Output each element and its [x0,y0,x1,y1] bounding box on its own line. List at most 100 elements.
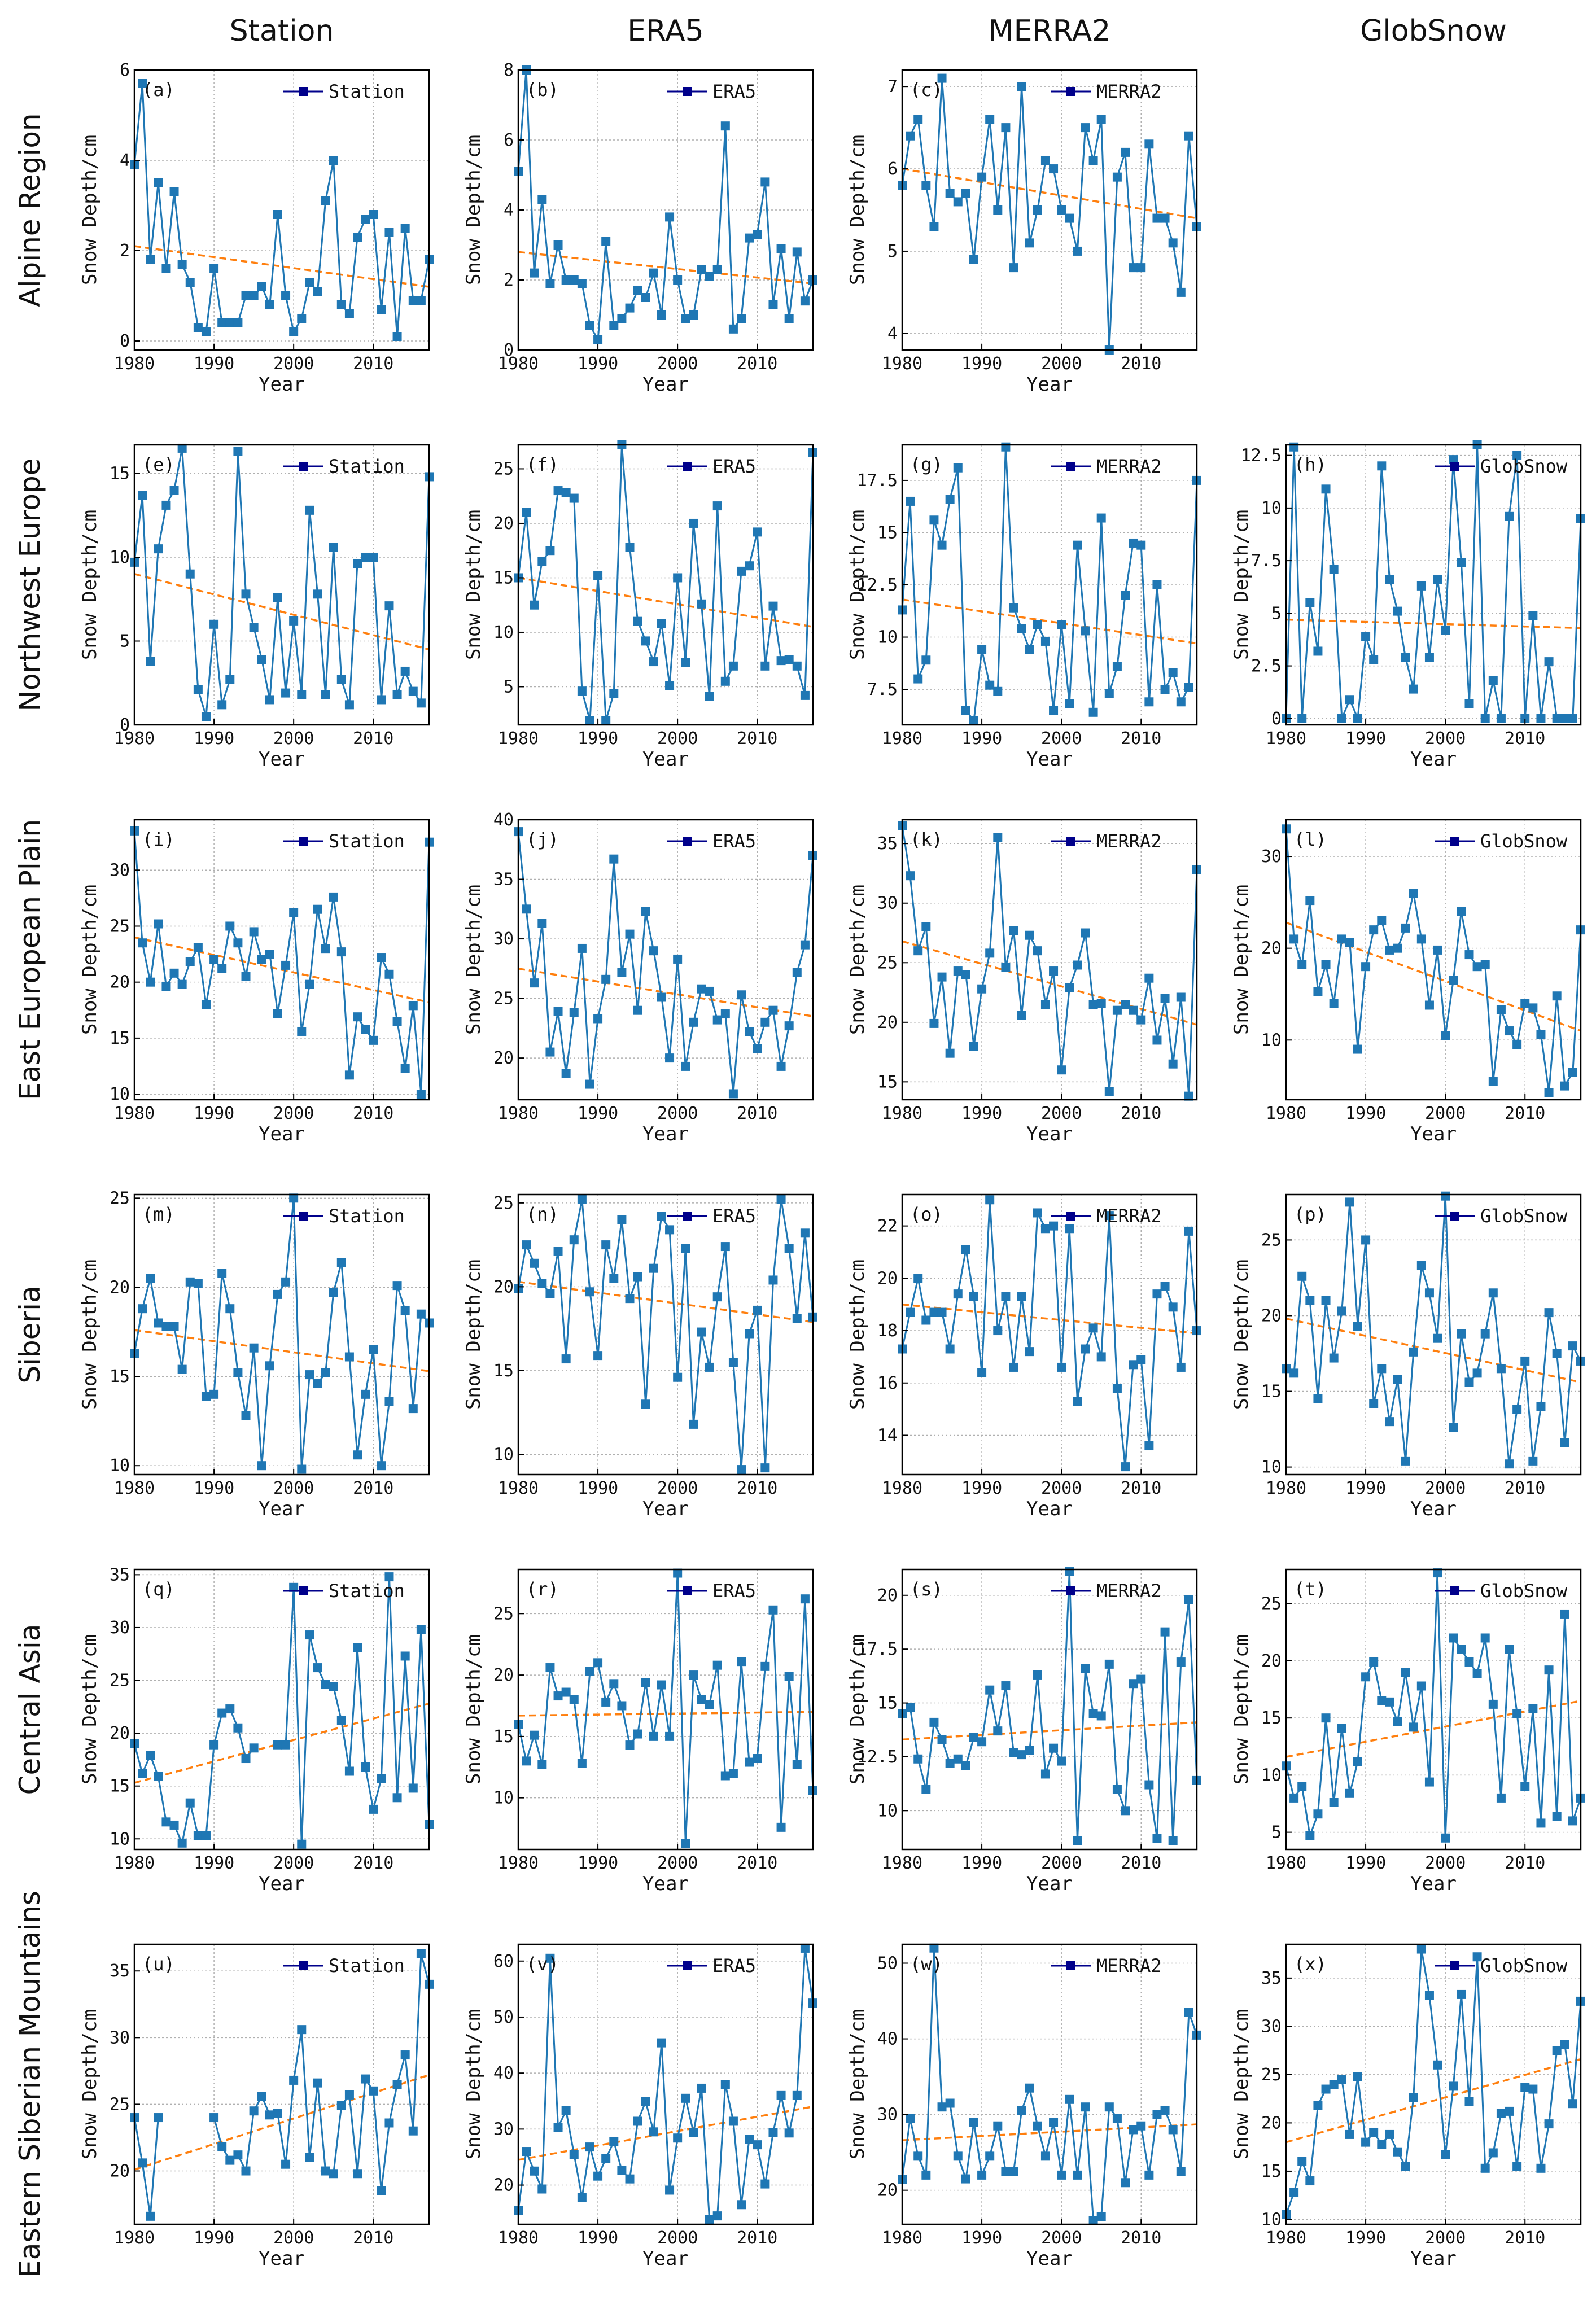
panel-label: (w) [910,1953,943,1975]
y-tick-label: 25 [877,953,898,973]
data-point [1353,2072,1362,2081]
data-point [1337,714,1346,723]
data-point [1168,668,1178,677]
data-point [776,244,786,253]
data-point [537,1279,547,1288]
data-point [705,2215,714,2224]
data-point [657,619,666,628]
data-point [233,1368,243,1377]
data-point [361,215,370,224]
series-line [133,1198,430,1469]
data-point [1176,1657,1186,1667]
legend-label: ERA5 [712,1955,756,1976]
data-point [177,260,187,269]
axes-frame [1285,819,1582,1101]
data-point [1472,962,1482,972]
data-point [657,2038,666,2048]
data-point [281,1740,291,1750]
data-point [961,706,970,715]
axes-frame [133,819,430,1101]
data-point [1104,1087,1114,1096]
data-point [1112,1785,1122,1794]
y-tick-label: 0 [120,715,130,735]
y-tick-label: 8 [504,60,514,80]
x-tick-label: 2010 [353,2228,393,2248]
data-point [209,619,219,629]
data-point [321,2166,330,2176]
series-line [902,1571,1198,1841]
data-point [1337,1306,1346,1316]
data-point [689,2128,698,2137]
data-point [1512,1709,1522,1718]
x-tick-label: 1990 [578,1479,618,1498]
y-tick-label: 15 [110,1777,130,1796]
legend-marker [1450,837,1459,846]
data-point [993,1326,1003,1336]
data-point [265,300,274,309]
data-point [1176,697,1186,707]
data-point [329,2169,338,2179]
data-point [185,1798,195,1808]
x-tick-label: 1980 [114,1104,155,1123]
data-point [760,177,770,187]
data-point [241,1411,251,1420]
data-point [617,314,627,323]
data-point [937,540,947,550]
data-point [1361,1235,1371,1245]
data-point [1160,1282,1170,1291]
x-tick-label: 2010 [737,1479,777,1498]
data-point [169,1820,179,1830]
data-point [561,1687,571,1697]
data-point [1441,1833,1450,1843]
data-point [1057,2170,1066,2180]
data-point [1401,653,1410,662]
data-point [1528,1456,1538,1466]
data-point [1457,1645,1466,1654]
y-tick-label: 22 [877,1217,898,1236]
data-point [792,2090,802,2100]
data-point [146,1751,155,1760]
data-point [1321,2084,1331,2094]
data-point [705,1362,714,1372]
data-point [1184,1226,1193,1236]
x-tick-label: 1980 [498,1853,539,1873]
data-point [969,2118,978,2127]
panel-label: (v) [526,1953,559,1975]
y-tick-label: 20 [1261,939,1282,959]
data-point [1121,1806,1130,1816]
x-axis-label: Year [1026,1498,1073,1520]
y-tick-label: 15 [110,1367,130,1387]
data-point [1353,1322,1362,1331]
x-tick-label: 2000 [1425,1853,1466,1873]
data-point [313,1379,322,1388]
data-point [1009,1748,1018,1757]
data-point [1560,1609,1569,1619]
data-point [1121,1462,1130,1472]
x-tick-label: 2010 [737,354,777,374]
data-point [593,2171,603,2181]
data-point [400,1651,410,1661]
axes-frame [1285,1943,1582,2225]
data-point [1441,626,1450,635]
data-point [400,224,410,233]
data-point [945,1048,955,1058]
y-tick-label: 10 [110,1829,130,1849]
data-point [720,1242,730,1252]
data-point [201,327,211,336]
data-point [336,675,346,684]
trend-line [518,1711,814,1717]
data-point [241,2166,251,2176]
legend-marker [1450,462,1459,471]
data-point [953,1754,963,1764]
data-point [353,1643,362,1652]
data-point [522,1756,531,1766]
data-point [377,953,386,963]
data-point [177,443,187,453]
data-point [1385,1697,1394,1707]
data-point [530,600,539,610]
data-point [776,2090,786,2100]
x-tick-label: 1990 [578,729,618,749]
data-point [249,1743,259,1753]
data-point [745,1329,754,1339]
data-point [720,121,730,131]
